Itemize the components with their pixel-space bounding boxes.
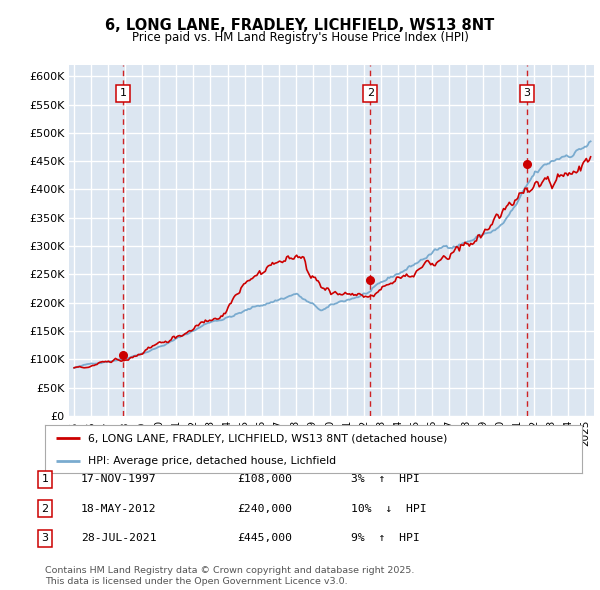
Text: 6, LONG LANE, FRADLEY, LICHFIELD, WS13 8NT (detached house): 6, LONG LANE, FRADLEY, LICHFIELD, WS13 8… [88, 433, 448, 443]
Text: 17-NOV-1997: 17-NOV-1997 [81, 474, 157, 484]
Text: 28-JUL-2021: 28-JUL-2021 [81, 533, 157, 543]
Text: £108,000: £108,000 [237, 474, 292, 484]
Text: 6, LONG LANE, FRADLEY, LICHFIELD, WS13 8NT: 6, LONG LANE, FRADLEY, LICHFIELD, WS13 8… [106, 18, 494, 32]
Text: Contains HM Land Registry data © Crown copyright and database right 2025.
This d: Contains HM Land Registry data © Crown c… [45, 566, 415, 586]
Text: HPI: Average price, detached house, Lichfield: HPI: Average price, detached house, Lich… [88, 455, 336, 466]
Text: 1: 1 [41, 474, 49, 484]
Text: £445,000: £445,000 [237, 533, 292, 543]
Text: 10%  ↓  HPI: 10% ↓ HPI [351, 504, 427, 513]
Text: 1: 1 [120, 88, 127, 98]
Text: 3%  ↑  HPI: 3% ↑ HPI [351, 474, 420, 484]
Text: 3: 3 [524, 88, 530, 98]
Text: £240,000: £240,000 [237, 504, 292, 513]
Text: 2: 2 [41, 504, 49, 513]
Text: Price paid vs. HM Land Registry's House Price Index (HPI): Price paid vs. HM Land Registry's House … [131, 31, 469, 44]
Text: 2: 2 [367, 88, 374, 98]
Text: 18-MAY-2012: 18-MAY-2012 [81, 504, 157, 513]
Text: 3: 3 [41, 533, 49, 543]
Text: 9%  ↑  HPI: 9% ↑ HPI [351, 533, 420, 543]
